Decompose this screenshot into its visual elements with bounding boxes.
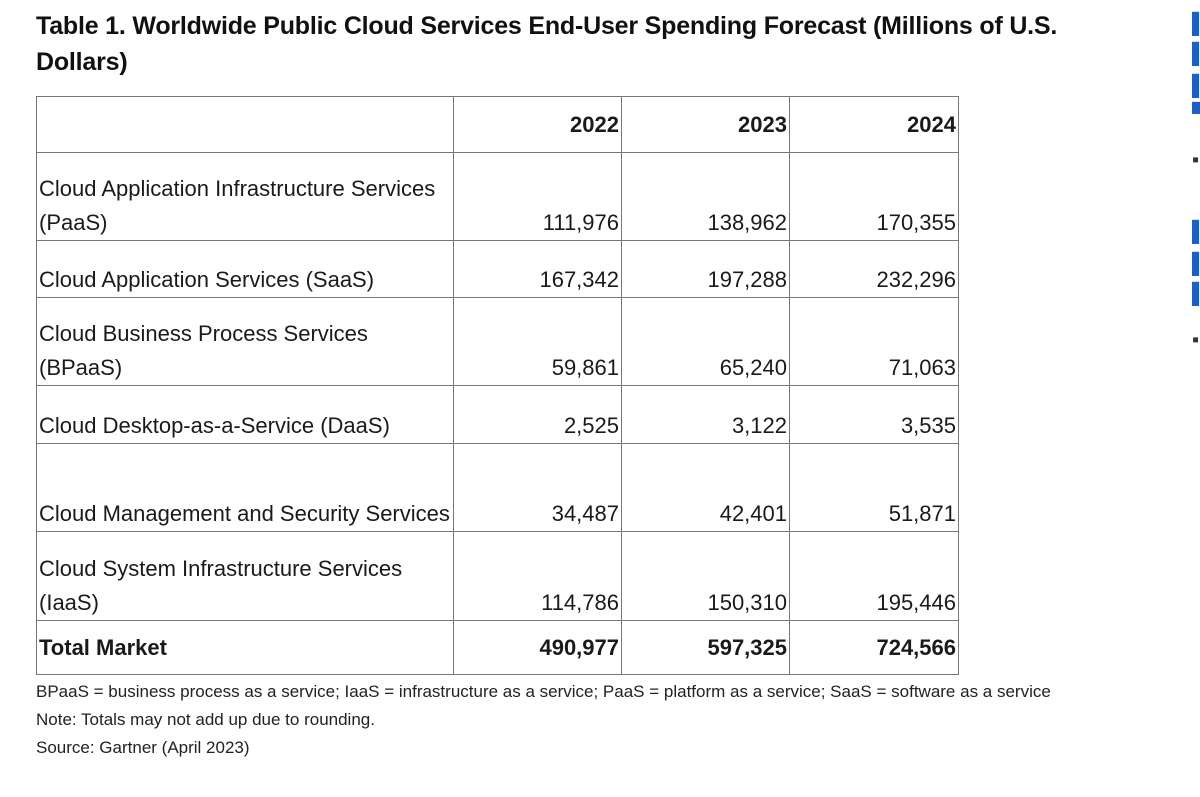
table-footnotes: BPaaS = business process as a service; I…	[36, 678, 1136, 762]
sidebar-text-fragment: ▪	[1192, 329, 1200, 351]
cell-value: 3,122	[621, 385, 790, 444]
cell-value: 59,861	[453, 297, 622, 386]
header-year-2024: 2024	[789, 96, 959, 153]
header-year-2023: 2023	[621, 96, 790, 153]
cell-value: 197,288	[621, 240, 790, 298]
table-row: Cloud Application Infrastructure Service…	[36, 152, 959, 241]
row-label: Cloud Application Services (SaaS)	[36, 240, 454, 298]
total-value: 597,325	[621, 620, 790, 675]
sidebar-link-fragment[interactable]: ▌	[1192, 43, 1200, 65]
table-title: Table 1. Worldwide Public Cloud Services…	[36, 12, 1058, 76]
cell-value: 65,240	[621, 297, 790, 386]
total-row: Total Market 490,977 597,325 724,566	[36, 620, 959, 675]
sidebar-link-fragment[interactable]: ▌	[1192, 283, 1200, 305]
right-sidebar-clipped: ▌ ▌ ▌ ▀ ▪ ▌ ▌ ▌ ▪	[1192, 0, 1200, 380]
source-note: Source: Gartner (April 2023)	[36, 738, 250, 757]
cell-value: 114,786	[453, 531, 622, 621]
cell-value: 51,871	[789, 443, 959, 532]
sidebar-link-fragment[interactable]: ▌	[1192, 75, 1200, 97]
cell-value: 34,487	[453, 443, 622, 532]
cell-value: 150,310	[621, 531, 790, 621]
cell-value: 42,401	[621, 443, 790, 532]
row-label: Cloud Desktop-as-a-Service (DaaS)	[36, 385, 454, 444]
sidebar-link-fragment[interactable]: ▌	[1192, 221, 1200, 243]
cell-value: 170,355	[789, 152, 959, 241]
table-row: Cloud Application Services (SaaS) 167,34…	[36, 240, 959, 298]
table-row: Cloud Management and Security Services 3…	[36, 443, 959, 532]
cell-value: 138,962	[621, 152, 790, 241]
cell-value: 2,525	[453, 385, 622, 444]
cell-value: 71,063	[789, 297, 959, 386]
cell-value: 167,342	[453, 240, 622, 298]
sidebar-text-fragment: ▪	[1192, 149, 1200, 171]
total-value: 490,977	[453, 620, 622, 675]
table-row: Cloud Desktop-as-a-Service (DaaS) 2,525 …	[36, 385, 959, 444]
total-label: Total Market	[36, 620, 454, 675]
total-value: 724,566	[789, 620, 959, 675]
cell-value: 111,976	[453, 152, 622, 241]
row-label: Cloud Management and Security Services	[36, 443, 454, 532]
row-label: Cloud Business Process Services (BPaaS)	[36, 297, 454, 386]
abbreviation-note: BPaaS = business process as a service; I…	[36, 682, 1051, 701]
sidebar-link-fragment[interactable]: ▀	[1192, 103, 1200, 125]
table-row: Cloud System Infrastructure Services (Ia…	[36, 531, 959, 621]
table-row: Cloud Business Process Services (BPaaS) …	[36, 297, 959, 386]
cell-value: 195,446	[789, 531, 959, 621]
sidebar-link-fragment[interactable]: ▌	[1192, 253, 1200, 275]
header-year-2022: 2022	[453, 96, 622, 153]
sidebar-link-fragment[interactable]: ▌	[1192, 13, 1200, 35]
rounding-note: Note: Totals may not add up due to round…	[36, 710, 375, 729]
cell-value: 232,296	[789, 240, 959, 298]
spending-forecast-table: 2022 2023 2024 Cloud Application Infrast…	[36, 96, 959, 675]
cell-value: 3,535	[789, 385, 959, 444]
header-empty-cell	[36, 96, 454, 153]
header-row: 2022 2023 2024	[36, 96, 959, 153]
row-label: Cloud System Infrastructure Services (Ia…	[36, 531, 454, 621]
row-label: Cloud Application Infrastructure Service…	[36, 152, 454, 241]
